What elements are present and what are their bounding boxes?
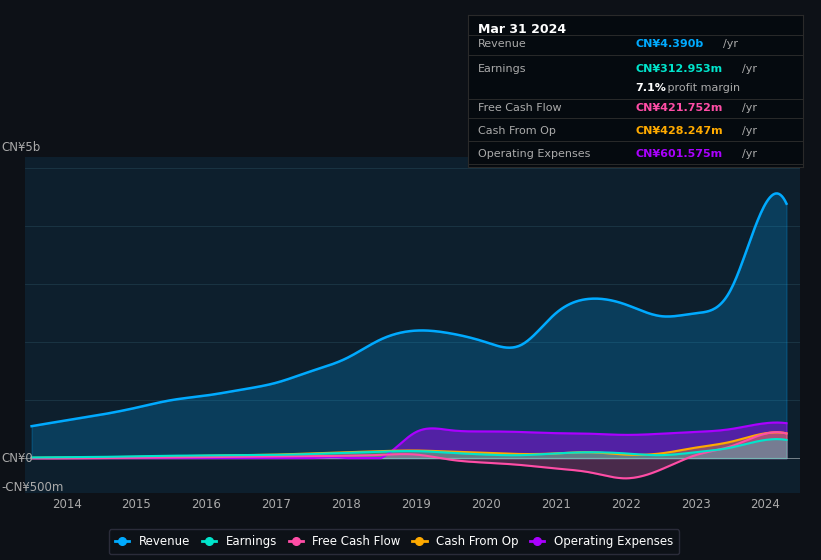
Text: Cash From Op: Cash From Op [478,126,556,136]
Text: CN¥601.575m: CN¥601.575m [635,149,722,159]
Text: /yr: /yr [742,126,757,136]
Text: profit margin: profit margin [664,83,740,94]
Text: Revenue: Revenue [478,39,527,49]
Text: CN¥5b: CN¥5b [2,141,41,154]
Text: /yr: /yr [742,149,757,159]
Text: /yr: /yr [742,103,757,113]
Text: CN¥312.953m: CN¥312.953m [635,64,722,74]
Text: CN¥0: CN¥0 [2,451,34,465]
Text: CN¥428.247m: CN¥428.247m [635,126,723,136]
Text: Mar 31 2024: Mar 31 2024 [478,22,566,36]
Text: /yr: /yr [742,64,757,74]
Text: Operating Expenses: Operating Expenses [478,149,590,159]
Text: CN¥421.752m: CN¥421.752m [635,103,722,113]
Text: -CN¥500m: -CN¥500m [2,480,64,493]
Text: 7.1%: 7.1% [635,83,667,94]
Text: CN¥4.390b: CN¥4.390b [635,39,704,49]
Legend: Revenue, Earnings, Free Cash Flow, Cash From Op, Operating Expenses: Revenue, Earnings, Free Cash Flow, Cash … [109,529,679,554]
Text: Earnings: Earnings [478,64,526,74]
Text: Free Cash Flow: Free Cash Flow [478,103,562,113]
Text: /yr: /yr [723,39,738,49]
